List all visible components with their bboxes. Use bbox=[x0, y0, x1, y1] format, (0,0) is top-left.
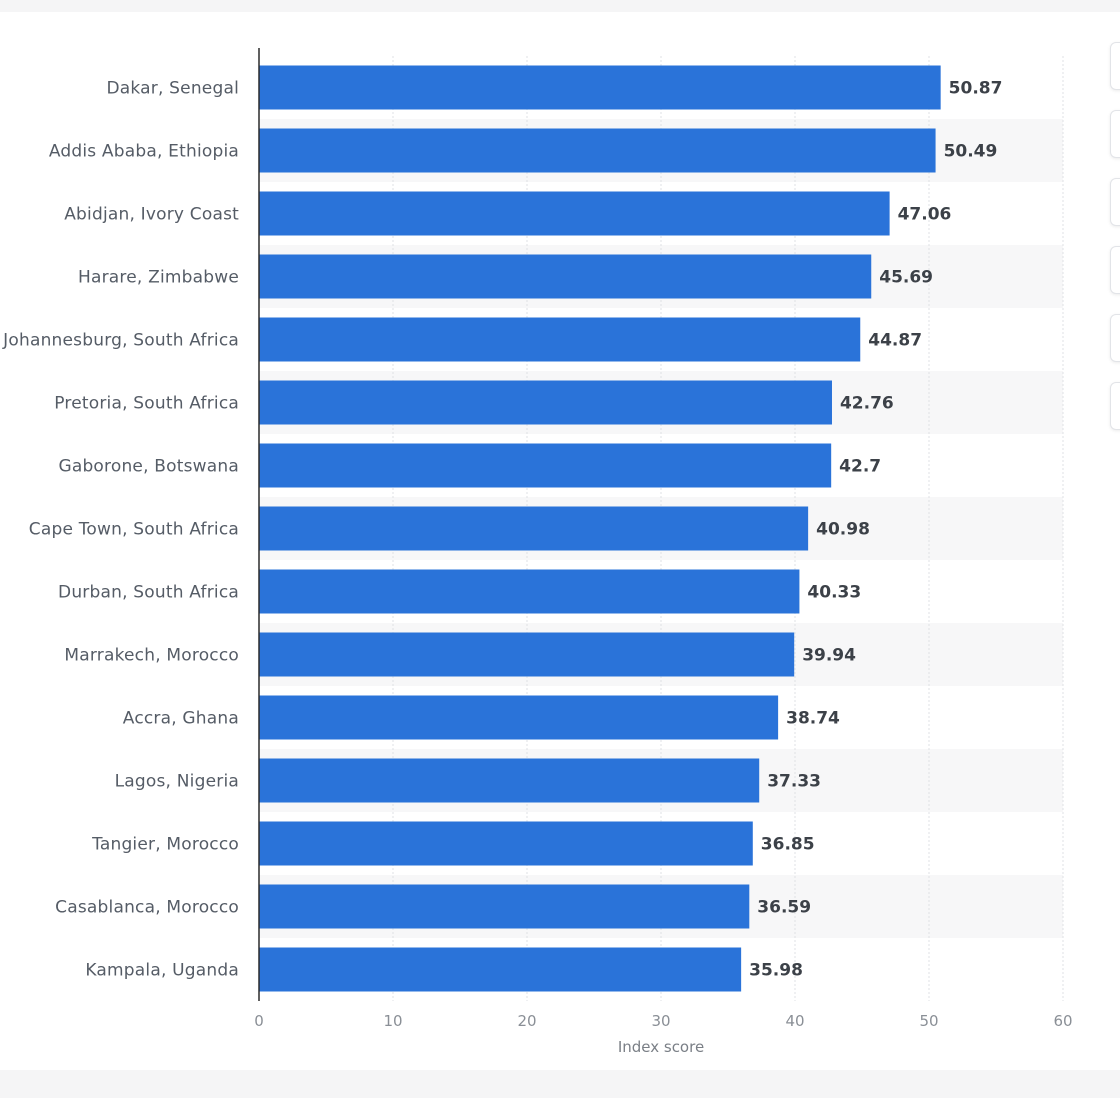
bar[interactable] bbox=[259, 884, 750, 929]
category-label: Pretoria, South Africa bbox=[54, 394, 239, 414]
value-label: 40.33 bbox=[807, 583, 861, 603]
value-label: 40.98 bbox=[816, 520, 870, 540]
category-label: Harare, Zimbabwe bbox=[78, 268, 239, 288]
value-label: 39.94 bbox=[802, 646, 856, 666]
x-tick-label: 40 bbox=[785, 1012, 804, 1030]
bar[interactable] bbox=[259, 317, 861, 362]
category-label: Dakar, Senegal bbox=[107, 79, 239, 99]
x-tick-labels: 0 10 20 30 40 50 60 bbox=[254, 1012, 1072, 1030]
category-label: Durban, South Africa bbox=[58, 583, 239, 603]
value-label: 38.74 bbox=[786, 709, 840, 729]
category-labels: Dakar, Senegal Addis Ababa, Ethiopia Abidj… bbox=[2, 79, 239, 981]
chart-card: Dakar, Senegal Addis Ababa, Ethiopia Abidj… bbox=[0, 12, 1120, 1070]
bar[interactable] bbox=[259, 191, 890, 236]
value-label: 37.33 bbox=[767, 772, 821, 792]
x-tick-label: 20 bbox=[517, 1012, 536, 1030]
bar[interactable] bbox=[259, 380, 832, 425]
chart-action-button[interactable] bbox=[1110, 314, 1120, 362]
x-tick-label: 60 bbox=[1053, 1012, 1072, 1030]
value-label: 42.76 bbox=[840, 394, 894, 414]
value-label: 50.87 bbox=[949, 79, 1003, 99]
bar-chart: Dakar, Senegal Addis Ababa, Ethiopia Abidj… bbox=[2, 48, 1073, 1056]
value-label: 45.69 bbox=[879, 268, 933, 288]
x-axis-title: Index score bbox=[618, 1038, 704, 1056]
bar[interactable] bbox=[259, 821, 753, 866]
category-label: Marrakech, Morocco bbox=[64, 646, 239, 666]
bar[interactable] bbox=[259, 632, 795, 677]
bar[interactable] bbox=[259, 758, 760, 803]
category-label: Johannesburg, South Africa bbox=[2, 331, 239, 351]
value-labels: 50.87 50.49 47.06 45.69 44.87 42.76 42.7 40.98 4… bbox=[749, 79, 1002, 981]
value-label: 50.49 bbox=[944, 142, 998, 162]
chart-action-button[interactable] bbox=[1110, 42, 1120, 90]
value-label: 42.7 bbox=[839, 457, 881, 477]
category-label: Gaborone, Botswana bbox=[58, 457, 239, 477]
value-label: 36.59 bbox=[757, 898, 811, 918]
value-label: 36.85 bbox=[761, 835, 815, 855]
bar[interactable] bbox=[259, 254, 872, 299]
chart-action-button[interactable] bbox=[1110, 382, 1120, 430]
x-tick-label: 0 bbox=[254, 1012, 264, 1030]
chart-action-button[interactable] bbox=[1110, 246, 1120, 294]
x-tick-label: 10 bbox=[383, 1012, 402, 1030]
bar[interactable] bbox=[259, 695, 779, 740]
x-tick-label: 30 bbox=[651, 1012, 670, 1030]
bar[interactable] bbox=[259, 65, 941, 110]
bar[interactable] bbox=[259, 443, 832, 488]
bar[interactable] bbox=[259, 947, 742, 992]
category-label: Kampala, Uganda bbox=[85, 961, 239, 981]
value-label: 35.98 bbox=[749, 961, 803, 981]
value-label: 47.06 bbox=[898, 205, 952, 225]
bar[interactable] bbox=[259, 128, 936, 173]
bar[interactable] bbox=[259, 506, 809, 551]
category-label: Tangier, Morocco bbox=[91, 835, 239, 855]
bars bbox=[259, 65, 941, 992]
category-label: Accra, Ghana bbox=[123, 709, 239, 729]
value-label: 44.87 bbox=[868, 331, 922, 351]
chart-action-button[interactable] bbox=[1110, 110, 1120, 158]
x-tick-label: 50 bbox=[919, 1012, 938, 1030]
category-label: Addis Ababa, Ethiopia bbox=[49, 142, 239, 162]
category-label: Lagos, Nigeria bbox=[115, 772, 239, 792]
category-label: Abidjan, Ivory Coast bbox=[64, 205, 239, 225]
chart-action-button[interactable] bbox=[1110, 178, 1120, 226]
category-label: Cape Town, South Africa bbox=[29, 520, 239, 540]
category-label: Casablanca, Morocco bbox=[55, 898, 239, 918]
bar[interactable] bbox=[259, 569, 800, 614]
